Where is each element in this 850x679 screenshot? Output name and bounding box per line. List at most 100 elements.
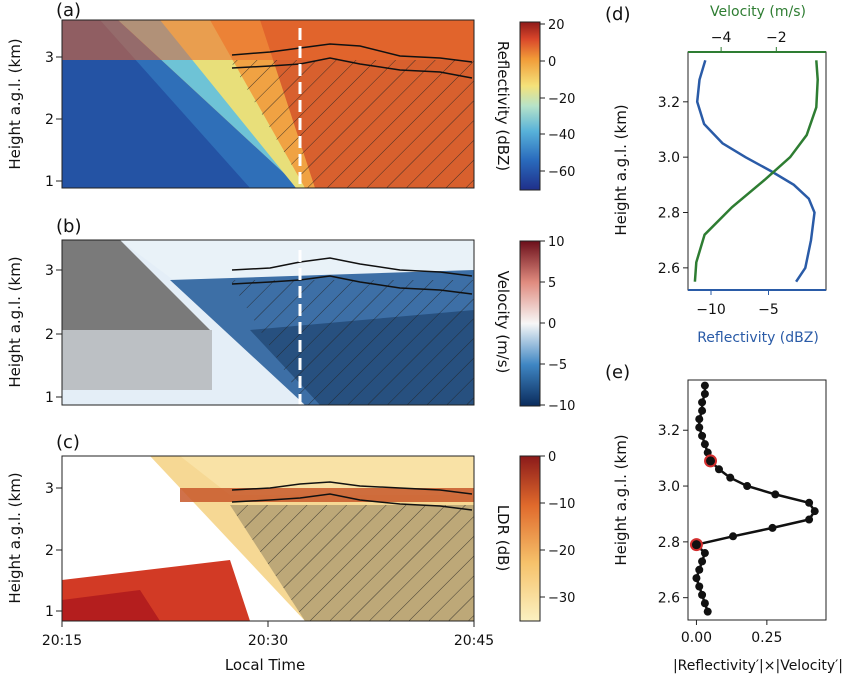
reflectivity-colorbar-ticks: 20 0 −20 −40 −60 [540, 18, 575, 180]
panel-c-yticks: 1 2 3 [45, 481, 62, 620]
profile-point [698, 557, 707, 566]
profile-point [700, 381, 709, 390]
velocity-image [62, 240, 474, 405]
panel-a-yticks: 1 2 3 [45, 50, 62, 190]
svg-text:0: 0 [548, 450, 556, 465]
ytick-label: 3.0 [658, 479, 680, 495]
profile-point [743, 482, 752, 491]
profile-point [695, 423, 704, 432]
panel-b-ylabel: Height a.g.l. (km) [6, 256, 24, 387]
ytick-label: 2.8 [658, 535, 680, 551]
panel-c-tag: (c) [56, 432, 80, 453]
panel-d-top-label: Velocity (m/s) [710, 4, 806, 20]
profile-point [692, 574, 701, 583]
cloud-base-line-b [231, 275, 473, 295]
svg-text:20: 20 [548, 18, 565, 33]
profile-point [703, 607, 712, 616]
bottom-xtick-label: −5 [758, 302, 779, 318]
velocity-profile-line [693, 60, 819, 282]
profile-point [700, 549, 709, 558]
ldr-colorbar-label: LDR (dB) [494, 505, 512, 572]
profile-point [695, 565, 704, 574]
cloud-top-line-c [231, 481, 473, 495]
cloud-top-line [231, 43, 473, 63]
panel-a-frame [61, 19, 475, 189]
panel-d-tag: (d) [605, 4, 630, 25]
velocity-colorbar-label: Velocity (m/s) [494, 271, 512, 374]
svg-text:−10: −10 [548, 497, 575, 512]
svg-text:−20: −20 [548, 544, 575, 559]
time-axis-label: Local Time [225, 656, 305, 674]
cloud-top-line-b [231, 257, 473, 277]
time-tick: 20:15 [42, 633, 82, 649]
reflectivity-colorbar [519, 21, 541, 191]
panel-c: (c) 1 2 3 Height a.g.l. (km) 0 −10 −20 −… [6, 432, 575, 674]
time-axis: 20:15 20:30 20:45 Local Time [42, 621, 494, 674]
velocity-colorbar-ticks: 10 5 0 −5 −10 [540, 235, 575, 414]
panel-b-tag: (b) [56, 216, 81, 237]
profile-point [698, 398, 707, 407]
panel-e: (e) |Reflectivity′|×|Velocity′| Height a… [605, 362, 843, 674]
top-xtick-label: −4 [711, 30, 732, 46]
profile-point [714, 465, 723, 474]
profile-point [695, 415, 704, 424]
panel-e-tag: (e) [605, 362, 630, 383]
svg-text:−10: −10 [548, 399, 575, 414]
panel-e-xlabel: |Reflectivity′|×|Velocity′| [673, 658, 843, 674]
svg-text:2: 2 [45, 543, 54, 559]
svg-text:1: 1 [45, 390, 54, 406]
profile-point [700, 389, 709, 398]
ytick-label: 3.0 [658, 150, 680, 166]
svg-text:2: 2 [45, 112, 54, 128]
panel-b: (b) 1 2 3 Height a.g.l. (km) 10 5 0 −5 −… [6, 216, 575, 414]
panel-b-frame [61, 239, 475, 406]
svg-text:−40: −40 [548, 128, 575, 143]
profile-point [698, 406, 707, 415]
reflectivity-colorbar-label: Reflectivity (dBZ) [494, 41, 512, 171]
panel-a-tag: (a) [56, 0, 81, 21]
panel-d-bottom-label: Reflectivity (dBZ) [697, 330, 819, 346]
cloud-base-line [231, 57, 473, 79]
time-tick: 20:30 [248, 633, 288, 649]
ldr-colorbar-ticks: 0 −10 −20 −30 [540, 450, 575, 606]
profile-point [729, 532, 738, 541]
bottom-xtick-label: −10 [696, 302, 726, 318]
profile-point [700, 599, 709, 608]
ytick-label: 2.8 [658, 206, 680, 222]
reflectivity-profile-line [695, 59, 816, 283]
panel-a-ylabel: Height a.g.l. (km) [6, 38, 24, 169]
panel-c-ylabel: Height a.g.l. (km) [6, 472, 24, 603]
svg-text:2: 2 [45, 327, 54, 343]
svg-text:1: 1 [45, 604, 54, 620]
profile-point [771, 490, 780, 499]
product-profile-line [693, 385, 817, 612]
profile-point [695, 582, 704, 591]
profile-point [805, 515, 814, 524]
svg-text:0: 0 [548, 55, 556, 70]
svg-text:−30: −30 [548, 591, 575, 606]
profile-point [805, 498, 814, 507]
svg-text:1: 1 [45, 174, 54, 190]
svg-text:3: 3 [45, 263, 54, 279]
reflectivity-image [62, 20, 474, 188]
profile-point [726, 473, 735, 482]
svg-text:−20: −20 [548, 92, 575, 107]
panel-d-ylabel: Height a.g.l. (km) [612, 104, 630, 235]
xtick-label: 0.25 [751, 630, 782, 646]
profile-point [768, 523, 777, 532]
xtick-label: 0.00 [681, 630, 712, 646]
panel-a: (a) 1 2 3 Height a.g.l. (km) 20 0 −20 −4… [6, 0, 575, 191]
ldr-image [62, 456, 474, 621]
svg-text:3: 3 [45, 481, 54, 497]
profile-point [698, 431, 707, 440]
top-xtick-label: −2 [766, 30, 787, 46]
panel-d-frame [687, 51, 827, 291]
velocity-colorbar [519, 240, 541, 407]
svg-text:5: 5 [548, 276, 556, 291]
panel-e-frame [687, 379, 827, 621]
svg-text:0: 0 [548, 317, 556, 332]
profile-point [698, 590, 707, 599]
ytick-label: 3.2 [658, 423, 680, 439]
highlighted-point [689, 538, 703, 552]
